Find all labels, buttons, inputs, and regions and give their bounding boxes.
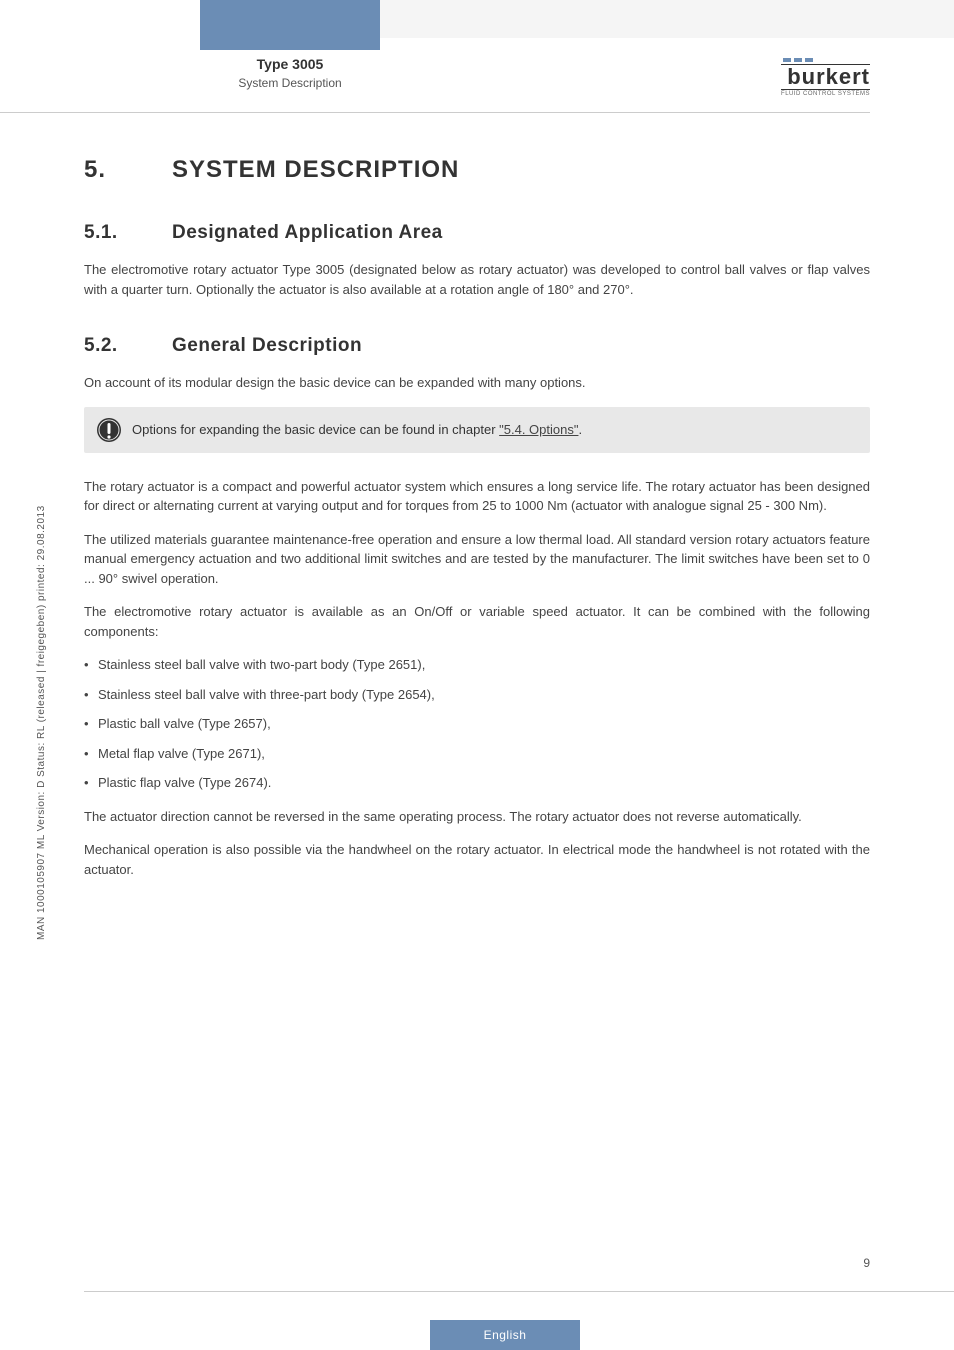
section-title: SYSTEM DESCRIPTION: [172, 156, 459, 184]
language-tab: English: [430, 1320, 580, 1350]
paragraph: Mechanical operation is also possible vi…: [84, 840, 870, 879]
subsection-title: General Description: [172, 335, 362, 357]
page-content: 5. SYSTEM DESCRIPTION 5.1. Designated Ap…: [84, 156, 870, 893]
paragraph: The rotary actuator is a compact and pow…: [84, 477, 870, 516]
vertical-meta-text: MAN 1000105907 ML Version: D Status: RL …: [36, 505, 47, 940]
doc-subtitle: System Description: [200, 76, 380, 90]
section-heading: 5. SYSTEM DESCRIPTION: [84, 156, 870, 184]
note-text: Options for expanding the basic device c…: [132, 422, 582, 437]
list-item: Plastic flap valve (Type 2674).: [84, 773, 870, 793]
paragraph: On account of its modular design the bas…: [84, 373, 870, 393]
section-number: 5.: [84, 156, 172, 184]
footer-divider: [84, 1291, 954, 1292]
paragraph: The electromotive rotary actuator is ava…: [84, 602, 870, 641]
component-list: Stainless steel ball valve with two-part…: [84, 655, 870, 793]
subsection-number: 5.2.: [84, 335, 172, 357]
info-icon: [96, 417, 122, 443]
list-item: Plastic ball valve (Type 2657),: [84, 714, 870, 734]
subsection-heading: 5.2. General Description: [84, 335, 870, 357]
paragraph: The actuator direction cannot be reverse…: [84, 807, 870, 827]
options-link[interactable]: "5.4. Options": [499, 422, 578, 437]
top-tab: [200, 0, 380, 50]
list-item: Metal flap valve (Type 2671),: [84, 744, 870, 764]
page-number: 9: [863, 1256, 870, 1270]
subsection-number: 5.1.: [84, 222, 172, 244]
logo-tagline: FLUID CONTROL SYSTEMS: [781, 91, 870, 97]
note-pre: Options for expanding the basic device c…: [132, 422, 499, 437]
note-post: .: [578, 422, 582, 437]
list-item: Stainless steel ball valve with three-pa…: [84, 685, 870, 705]
logo-dots: [783, 58, 870, 62]
paragraph: The utilized materials guarantee mainten…: [84, 530, 870, 589]
header-divider: [0, 112, 870, 113]
header-block: Type 3005 System Description: [200, 56, 380, 90]
subsection-heading: 5.1. Designated Application Area: [84, 222, 870, 244]
logo-text: burkert: [781, 64, 870, 90]
doc-type-title: Type 3005: [200, 56, 380, 72]
subsection-title: Designated Application Area: [172, 222, 443, 244]
paragraph: The electromotive rotary actuator Type 3…: [84, 260, 870, 299]
brand-logo: burkert FLUID CONTROL SYSTEMS: [781, 58, 870, 97]
note-box: Options for expanding the basic device c…: [84, 407, 870, 453]
list-item: Stainless steel ball valve with two-part…: [84, 655, 870, 675]
